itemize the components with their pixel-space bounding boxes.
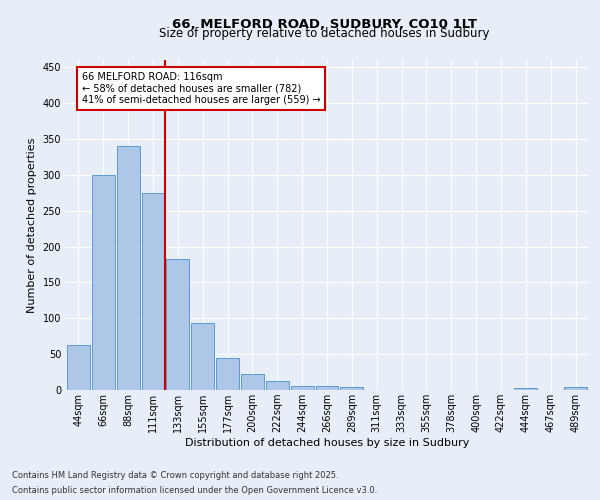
Bar xyxy=(117,146,140,390)
Bar xyxy=(67,345,90,390)
X-axis label: Distribution of detached houses by size in Sudbury: Distribution of detached houses by size … xyxy=(185,438,469,448)
Text: Size of property relative to detached houses in Sudbury: Size of property relative to detached ho… xyxy=(159,28,489,40)
Bar xyxy=(340,387,363,390)
Text: 66 MELFORD ROAD: 116sqm
← 58% of detached houses are smaller (782)
41% of semi-d: 66 MELFORD ROAD: 116sqm ← 58% of detache… xyxy=(82,72,320,105)
Y-axis label: Number of detached properties: Number of detached properties xyxy=(27,138,37,312)
Bar xyxy=(92,175,115,390)
Text: Contains public sector information licensed under the Open Government Licence v3: Contains public sector information licen… xyxy=(12,486,377,495)
Bar xyxy=(216,358,239,390)
Bar xyxy=(564,387,587,390)
Bar xyxy=(266,380,289,390)
Bar xyxy=(291,386,314,390)
Bar xyxy=(191,324,214,390)
Bar xyxy=(316,386,338,390)
Bar xyxy=(142,192,164,390)
Bar xyxy=(514,388,537,390)
Text: 66, MELFORD ROAD, SUDBURY, CO10 1LT: 66, MELFORD ROAD, SUDBURY, CO10 1LT xyxy=(172,18,476,30)
Text: Contains HM Land Registry data © Crown copyright and database right 2025.: Contains HM Land Registry data © Crown c… xyxy=(12,471,338,480)
Bar xyxy=(241,374,264,390)
Bar xyxy=(166,258,189,390)
